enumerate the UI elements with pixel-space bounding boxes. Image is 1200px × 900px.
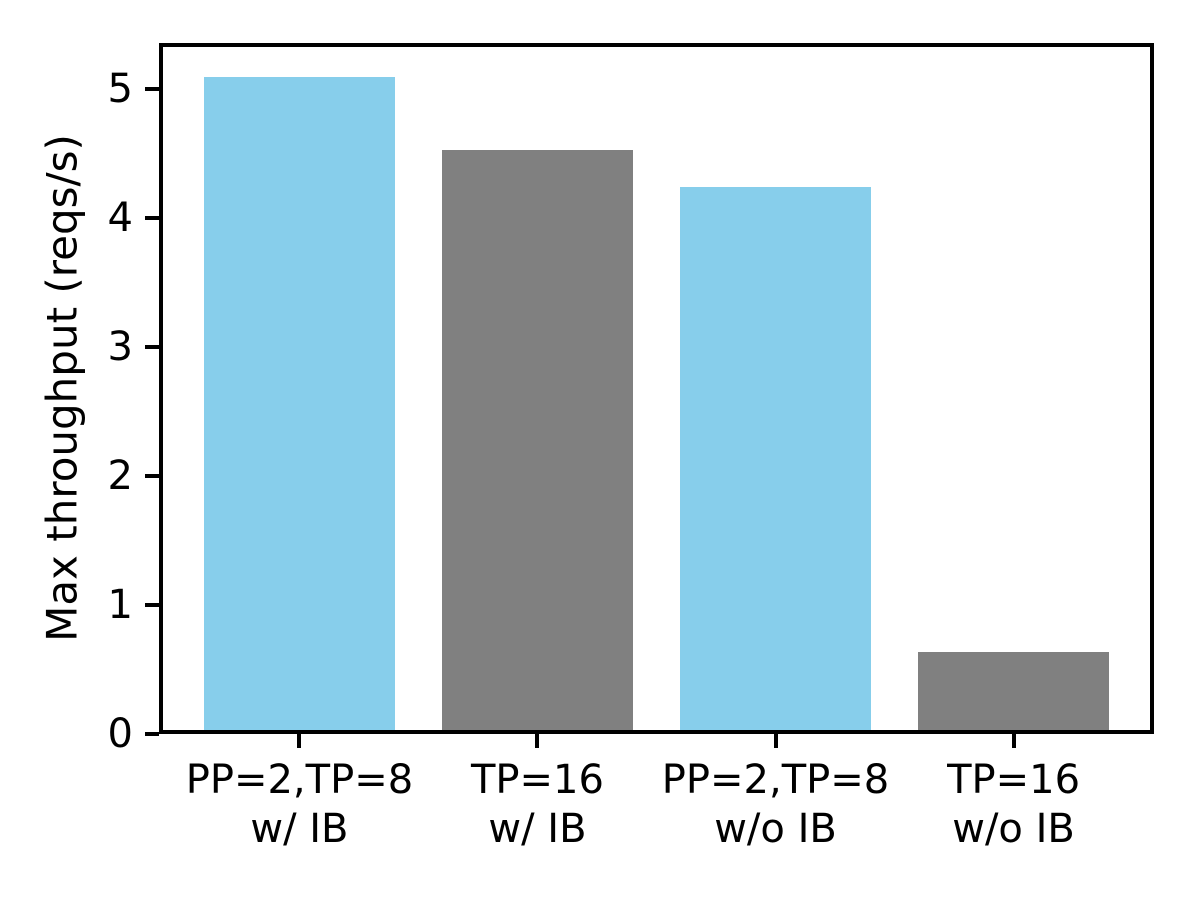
x-tick-label-line: PP=2,TP=8 (185, 757, 414, 803)
y-tick-label: 2 (107, 453, 133, 500)
x-tick-mark (535, 734, 540, 748)
bar (680, 187, 871, 734)
x-tick-label: TP=16 w/o IB (947, 756, 1080, 854)
y-tick-mark (145, 87, 159, 92)
y-tick-label: 4 (107, 195, 133, 242)
x-tick-label-line: w/ IB (488, 805, 587, 852)
y-tick-label: 0 (107, 711, 133, 757)
y-tick-mark (145, 345, 159, 350)
x-tick-label-line: w/o IB (952, 805, 1075, 852)
y-axis-label: Max throughput (reqs/s) (37, 134, 87, 642)
x-tick-label-line: TP=16 (947, 757, 1081, 803)
x-tick-mark (773, 734, 778, 748)
bar (918, 651, 1109, 734)
x-tick-label-line: w/ IB (250, 805, 349, 852)
y-tick-label: 3 (107, 324, 133, 371)
axes: PP=2,TP=8 w/ IB TP=16 w/ IB PP=2,TP=8 w/o IB T… (108, 43, 1154, 852)
x-tick-label-line: TP=16 (470, 757, 604, 803)
bar (442, 150, 633, 734)
x-tick-label: PP=2,TP=8 w/ IB (186, 756, 413, 854)
y-tick-mark (145, 474, 159, 479)
bar (204, 76, 395, 734)
x-tick-mark (297, 734, 302, 748)
y-tick-label: 1 (107, 582, 133, 629)
x-tick-label: PP=2,TP=8 w/o IB (662, 756, 889, 854)
x-tick-label-line: w/o IB (714, 805, 837, 852)
y-tick-mark (145, 732, 159, 736)
y-tick-mark (145, 216, 159, 221)
y-tick-mark (145, 603, 159, 608)
y-tick-label: 5 (107, 66, 133, 113)
x-tick-label-line: PP=2,TP=8 (661, 757, 890, 803)
x-tick-mark (1011, 734, 1016, 748)
x-tick-label: TP=16 w/ IB (471, 756, 604, 854)
